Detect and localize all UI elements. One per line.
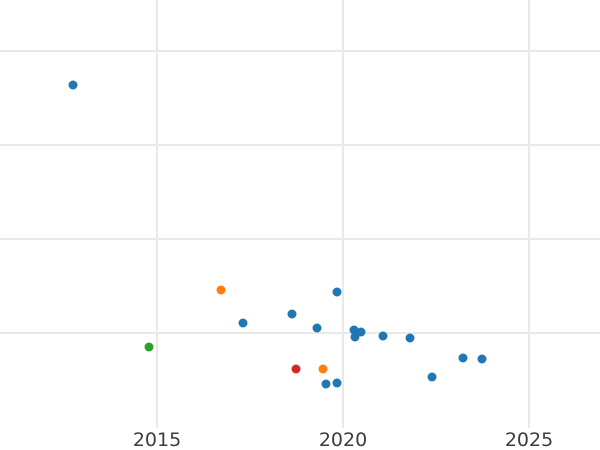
x-tick-label: 2025 (504, 429, 554, 450)
data-point-orange (318, 364, 328, 374)
data-point-orange (216, 285, 226, 295)
data-point-red (291, 364, 301, 374)
data-point-blue (287, 309, 297, 319)
data-point-blue (427, 372, 437, 382)
data-point-blue (332, 287, 342, 297)
vertical-gridline (156, 0, 158, 428)
data-point-blue (321, 379, 331, 389)
data-point-blue (350, 332, 360, 342)
data-point-blue (477, 354, 487, 364)
horizontal-gridline (0, 144, 600, 146)
data-point-blue (378, 331, 388, 341)
vertical-gridline (528, 0, 530, 428)
data-point-blue (312, 323, 322, 333)
x-tick-label: 2015 (132, 429, 182, 450)
data-point-green (144, 342, 154, 352)
vertical-gridline (342, 0, 344, 428)
data-point-blue (238, 318, 248, 328)
data-point-blue (349, 325, 359, 335)
horizontal-gridline (0, 332, 600, 334)
horizontal-gridline (0, 50, 600, 52)
data-point-blue (68, 80, 78, 90)
data-point-blue (405, 333, 415, 343)
data-point-blue (458, 353, 468, 363)
data-point-blue (356, 327, 366, 337)
data-point-blue (332, 378, 342, 388)
horizontal-gridline (0, 238, 600, 240)
x-tick-label: 2020 (318, 429, 368, 450)
